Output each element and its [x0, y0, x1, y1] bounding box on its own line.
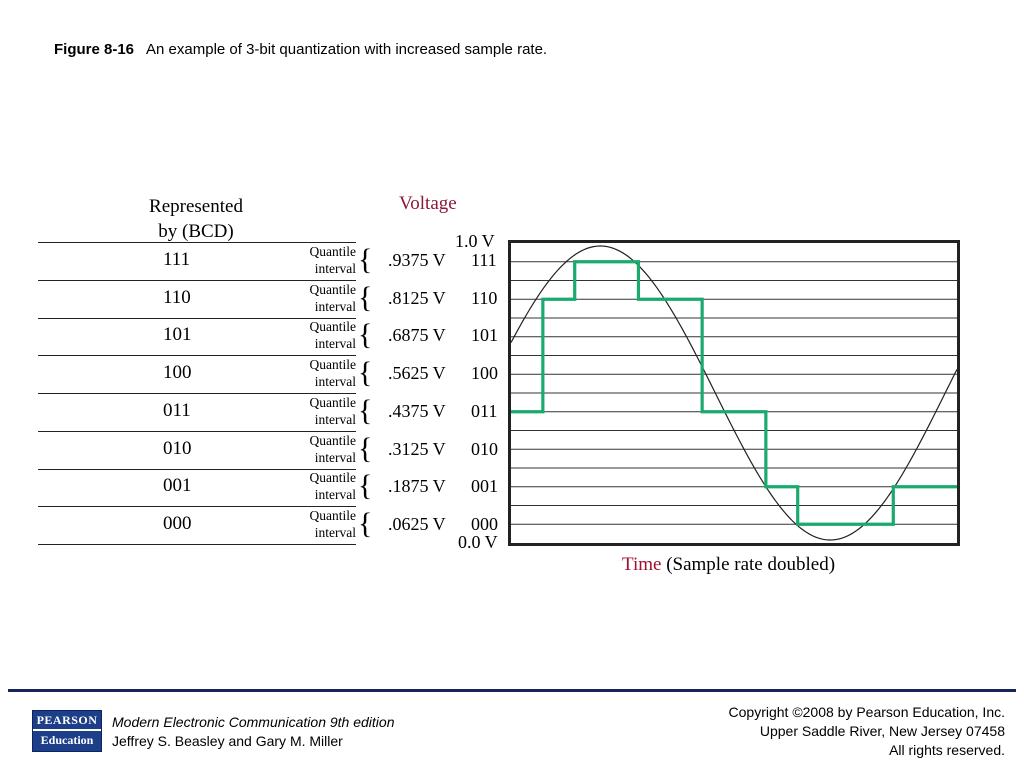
brace-icon: {	[358, 393, 373, 427]
time-note: (Sample rate doubled)	[666, 554, 836, 575]
pearson-logo: PEARSON Education	[32, 710, 102, 752]
quantile-interval-label: Quantile interval	[286, 432, 357, 466]
interval-word: interval	[314, 260, 356, 276]
brace-icon: {	[358, 280, 373, 314]
interval-word: interval	[314, 487, 356, 503]
quantile-word: Quantile	[309, 281, 357, 297]
copyright: Copyright ©2008 by Pearson Education, In…	[729, 703, 1005, 760]
axis-top-label: 1.0 V	[455, 231, 495, 251]
brace-icon: {	[358, 431, 373, 465]
level-code: 000	[471, 514, 498, 535]
row-divider	[38, 242, 356, 243]
quantile-word: Quantile	[309, 357, 357, 373]
row-divider	[38, 279, 356, 281]
copyright-line-1: Copyright ©2008 by Pearson Education, In…	[728, 704, 1005, 720]
time-caption: Time (Sample rate doubled)	[622, 554, 835, 576]
level-code: 110	[471, 287, 498, 308]
interval-word: interval	[314, 411, 356, 427]
level-code: 101	[471, 325, 498, 346]
brace-icon: {	[358, 318, 373, 352]
represented-header-line-2: by (BCD)	[158, 221, 234, 242]
brace-icon: {	[358, 507, 373, 541]
quantile-word: Quantile	[309, 394, 357, 410]
quantile-interval-label: Quantile interval	[286, 469, 357, 503]
analog-sine-wave	[510, 245, 958, 541]
logo-bottom-text: Education	[40, 733, 94, 747]
quantized-staircase	[511, 260, 957, 526]
quantile-interval-label: Quantile interval	[286, 243, 357, 277]
bcd-code: 101	[163, 324, 192, 346]
row-divider	[38, 544, 356, 545]
interval-word: interval	[314, 374, 356, 390]
copyright-line-2: Upper Saddle River, New Jersey 07458	[759, 723, 1005, 739]
quantile-word: Quantile	[309, 432, 357, 448]
row-divider	[38, 506, 356, 508]
row-divider	[38, 317, 356, 319]
bcd-code: 100	[163, 362, 192, 384]
interval-word: interval	[314, 336, 356, 352]
row-divider	[38, 430, 356, 432]
interval-word: interval	[314, 525, 356, 541]
bcd-code: 011	[163, 399, 191, 421]
voltage-header: Voltage	[399, 193, 457, 214]
quantile-interval-label: Quantile interval	[286, 281, 357, 315]
quantile-interval-label: Quantile interval	[286, 394, 357, 428]
time-label: Time	[622, 554, 662, 575]
voltage-level-label: .1875 V	[388, 476, 446, 497]
level-code: 010	[471, 438, 498, 459]
row-divider	[38, 468, 356, 470]
level-code: 111	[471, 249, 497, 270]
row-divider	[38, 393, 356, 394]
quantile-word: Quantile	[309, 470, 357, 486]
bcd-code: 111	[163, 248, 191, 270]
quantile-word: Quantile	[309, 243, 357, 259]
plot-frame	[508, 240, 960, 546]
represented-header: Represented by (BCD)	[136, 194, 256, 244]
waveform-plot	[508, 240, 960, 546]
voltage-level-label: .5625 V	[388, 363, 446, 384]
level-code: 011	[471, 400, 498, 421]
brace-icon: {	[358, 242, 373, 276]
bcd-code: 001	[163, 475, 192, 497]
voltage-level-label: .8125 V	[388, 287, 446, 308]
voltage-level-label: .6875 V	[388, 325, 446, 346]
plot-grid	[511, 261, 957, 525]
represented-header-line-1: Represented	[149, 196, 243, 217]
book-title: Modern Electronic Communication 9th edit…	[112, 714, 395, 730]
quantile-interval-label: Quantile interval	[286, 356, 357, 390]
interval-word: interval	[314, 298, 356, 314]
footer-rule	[8, 689, 1016, 692]
book-credit: Modern Electronic Communication 9th edit…	[112, 713, 394, 751]
row-divider	[38, 355, 356, 357]
interval-word: interval	[314, 449, 356, 465]
bcd-code: 010	[163, 437, 192, 459]
axis-bottom-label: 0.0 V	[458, 532, 498, 552]
voltage-level-label: .3125 V	[388, 438, 446, 459]
brace-icon: {	[358, 356, 373, 390]
voltage-level-label: .0625 V	[388, 514, 446, 535]
bcd-code: 110	[163, 286, 191, 308]
voltage-level-label: .9375 V	[388, 249, 446, 270]
figure-caption: Figure 8-16 An example of 3-bit quantizat…	[54, 41, 547, 58]
copyright-line-3: All rights reserved.	[889, 742, 1005, 758]
bcd-code: 000	[163, 513, 192, 535]
quantile-interval-label: Quantile interval	[286, 507, 357, 541]
logo-top-text: PEARSON	[36, 713, 98, 727]
figure-title: An example of 3-bit quantization with in…	[146, 41, 548, 58]
brace-icon: {	[358, 469, 373, 503]
level-code: 100	[471, 363, 498, 384]
logo-bar	[33, 729, 101, 731]
book-authors: Jeffrey S. Beasley and Gary M. Miller	[112, 733, 343, 749]
figure-number: Figure 8-16	[54, 41, 135, 58]
quantile-word: Quantile	[309, 319, 357, 335]
level-code: 001	[471, 476, 498, 497]
quantile-interval-label: Quantile interval	[286, 318, 357, 352]
quantile-word: Quantile	[309, 508, 357, 524]
voltage-level-label: .4375 V	[388, 400, 446, 421]
